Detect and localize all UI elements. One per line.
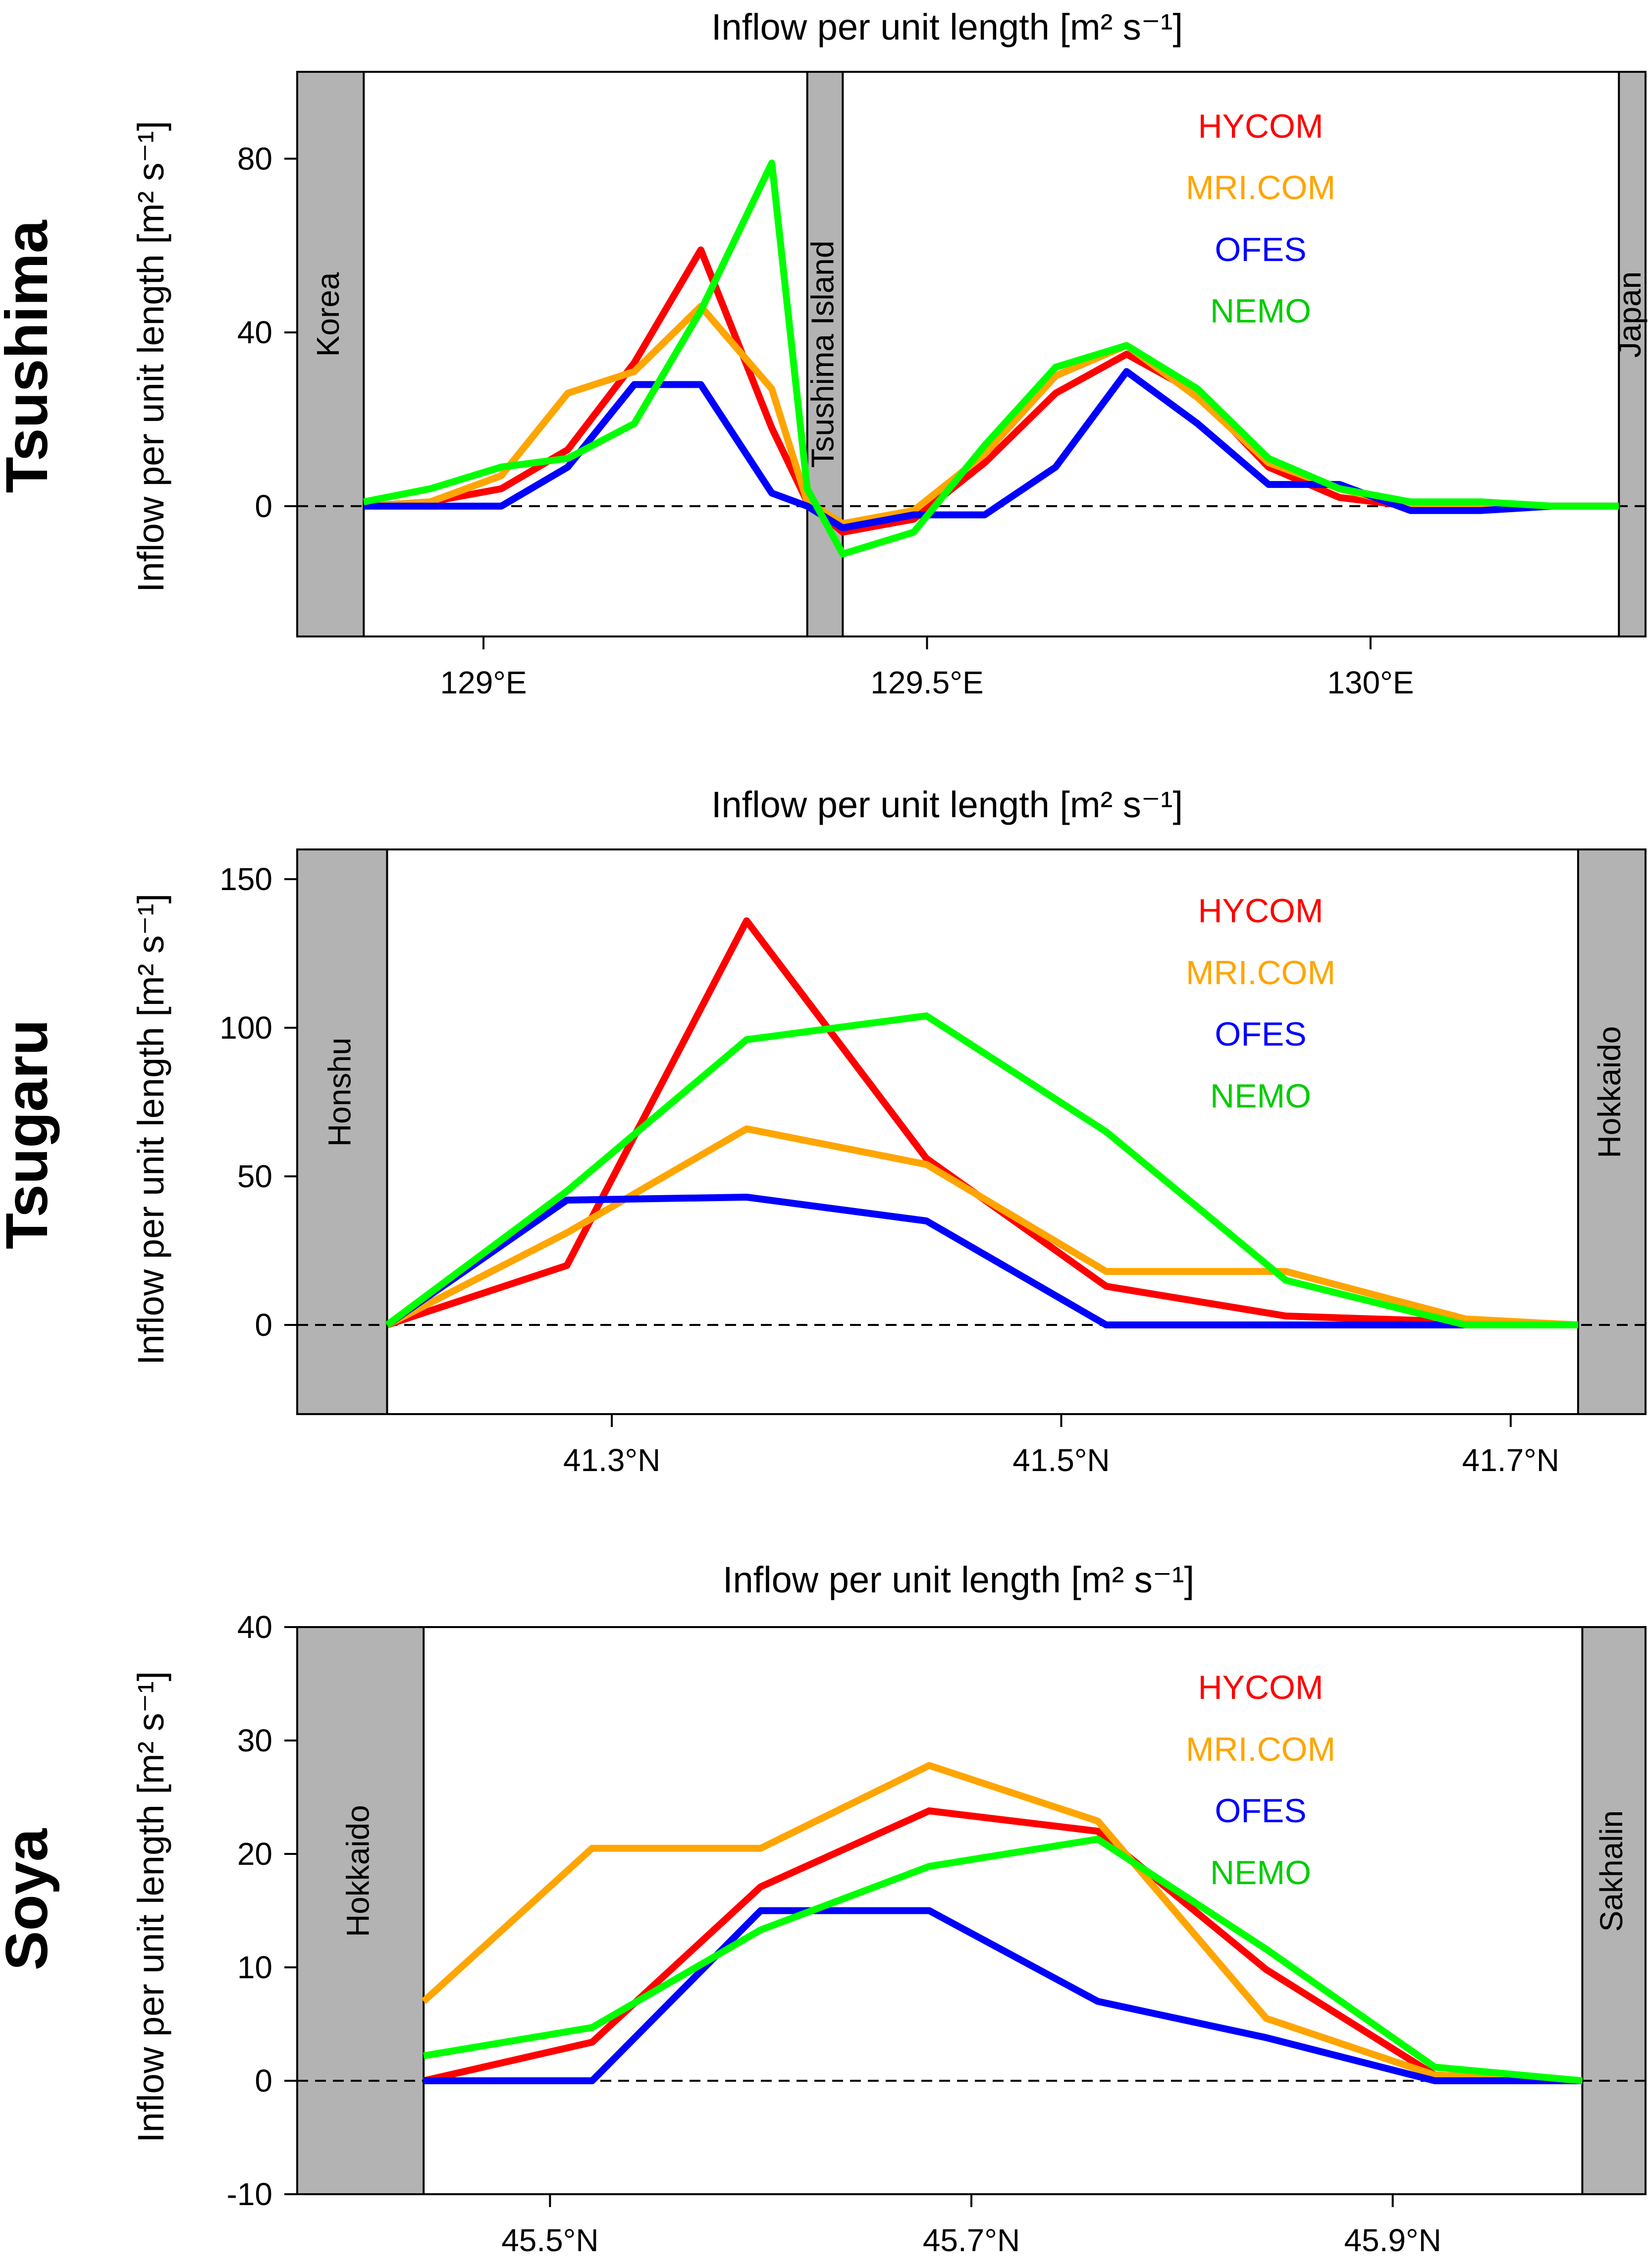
panel-soya: Soya Inflow per unit length [m² s⁻¹] Inf… [0,1559,1647,2258]
y-tick-label: 0 [255,2063,272,2099]
x-tick-label: 41.5°N [1012,1442,1110,1478]
legend-mricom: MRI.COM [1186,1731,1335,1768]
legend-mricom: MRI.COM [1186,169,1335,207]
legend-nemo: NEMO [1210,1854,1311,1892]
series-lines [385,917,1579,1328]
series-line-nemo [423,1836,1583,2084]
land-mask [1577,848,1647,1415]
legend-hycom: HYCOM [1198,107,1323,145]
series-line-nemo [363,159,1619,558]
panel-tsushima: Tsushima Inflow per unit length [m² s⁻¹]… [0,6,1648,700]
land-mask [1618,71,1647,637]
series-line-mricom [363,303,1619,527]
x-tick-label: 129°E [440,665,527,700]
legend-ofes: OFES [1215,1015,1306,1053]
y-tick-label: 40 [237,315,272,350]
x-tick-label: 41.7°N [1462,1442,1559,1478]
land-masks: Korea Tsushima Island Japan [296,71,1648,637]
x-tick-label: 45.7°N [923,2222,1020,2258]
legend-nemo: NEMO [1210,292,1311,330]
land-label: Hokkaido [1592,1026,1627,1159]
land-label: Honshu [322,1038,358,1147]
strait-label: Tsugaru [0,1019,60,1249]
series-line-mricom [385,1125,1579,1328]
series-line-hycom [423,1807,1583,2084]
y-tick-label: 30 [237,1723,272,1758]
chart-title: Inflow per unit length [m² s⁻¹] [711,6,1183,48]
land-mask [296,848,388,1415]
chart-title: Inflow per unit length [m² s⁻¹] [723,1559,1194,1600]
land-masks: Hokkaido Sakhalin [296,1626,1647,2195]
y-ticks: 0 40 80 [237,141,297,524]
y-tick-label: 50 [237,1159,272,1194]
plot-frame [296,848,1647,1415]
strait-label: Soya [0,1828,60,1970]
x-ticks: 45.5°N 45.7°N 45.9°N [501,2194,1441,2258]
land-label: Hokkaido [340,1805,376,1937]
series-line-ofes [385,1194,1578,1328]
y-tick-label: 0 [255,488,272,524]
y-tick-label: 40 [237,1609,272,1645]
plot-frame [296,1626,1647,2195]
legend-nemo: NEMO [1210,1077,1311,1115]
legend-ofes: OFES [1215,231,1306,268]
series-line-hycom [363,246,1619,536]
land-mask [1581,1626,1647,2195]
series-line-mricom [421,1762,1583,2084]
y-tick-label: 10 [237,1950,272,1985]
y-tick-label: 20 [237,1836,272,1872]
chart-title: Inflow per unit length [m² s⁻¹] [711,784,1183,825]
y-ticks: -10 0 10 20 30 40 [227,1609,297,2212]
y-axis-label: Inflow per unit length [m² s⁻¹] [130,894,171,1365]
legend-mricom: MRI.COM [1186,954,1335,992]
legend-ofes: OFES [1215,1792,1306,1830]
legend-hycom: HYCOM [1198,1669,1323,1706]
legend: HYCOM MRI.COM OFES NEMO [1186,107,1335,330]
y-tick-label: 100 [219,1010,272,1046]
series-lines [363,159,1619,558]
y-axis-label: Inflow per unit length [m² s⁻¹] [130,1671,171,2143]
y-ticks: 0 50 100 150 [219,861,297,1343]
y-tick-label: 150 [219,861,272,897]
y-tick-label: -10 [227,2176,273,2212]
x-tick-label: 45.9°N [1344,2222,1441,2258]
legend: HYCOM MRI.COM OFES NEMO [1186,892,1335,1115]
y-tick-label: 0 [255,1307,272,1343]
land-label: Tsushima Island [804,241,840,468]
y-tick-label: 80 [237,141,272,176]
series-line-ofes [424,1907,1583,2084]
land-label: Japan [1612,271,1648,358]
series-lines [421,1762,1583,2084]
x-tick-label: 130°E [1327,665,1414,700]
land-masks: Honshu Hokkaido [296,848,1647,1415]
strait-label: Tsushima [0,219,60,493]
y-axis-label: Inflow per unit length [m² s⁻¹] [130,121,171,592]
legend-hycom: HYCOM [1198,892,1323,930]
land-mask [296,1626,425,2195]
series-line-nemo [385,1012,1578,1328]
x-tick-label: 45.5°N [501,2222,598,2258]
series-line-hycom [386,917,1579,1328]
x-tick-label: 41.3°N [563,1442,660,1478]
plot-frame [296,71,1647,637]
x-ticks: 129°E 129.5°E 130°E [440,636,1414,700]
panel-tsugaru: Tsugaru Inflow per unit length [m² s⁻¹] … [0,784,1647,1478]
land-label: Korea [310,272,346,357]
x-ticks: 41.3°N 41.5°N 41.7°N [563,1414,1559,1478]
land-label: Sakhalin [1594,1810,1629,1932]
x-tick-label: 129.5°E [870,665,983,700]
land-mask [296,71,365,637]
legend: HYCOM MRI.COM OFES NEMO [1186,1669,1335,1892]
